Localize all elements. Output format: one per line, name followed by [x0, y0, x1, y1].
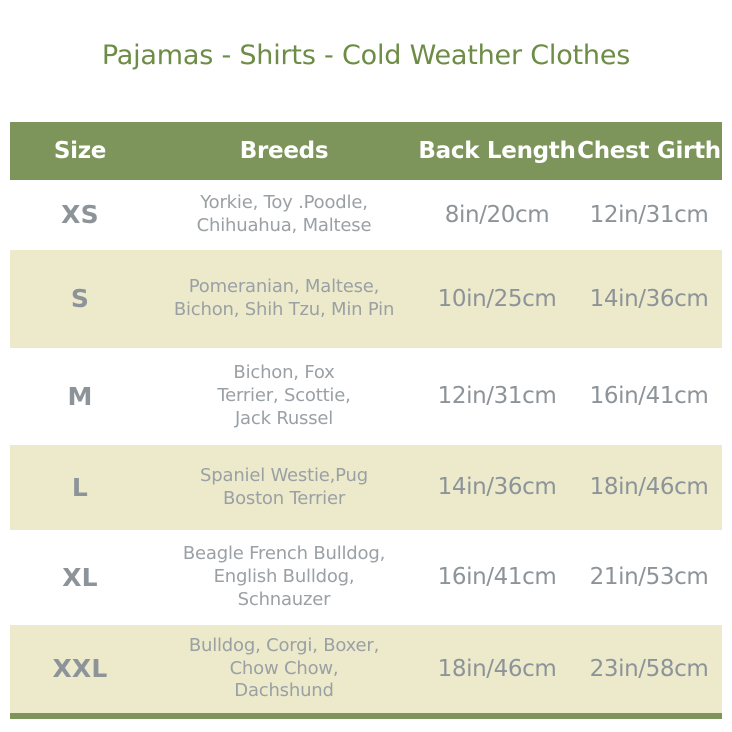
column-header-back-length: Back Length	[418, 138, 576, 164]
cell-breeds: Bichon, Fox Terrier, Scottie, Jack Russe…	[150, 348, 418, 445]
cell-back-length: 8in/20cm	[444, 201, 550, 228]
table-row: XL Beagle French Bulldog, English Bulldo…	[10, 530, 722, 625]
cell-back-length: 18in/46cm	[437, 655, 557, 682]
breed-line: Spaniel Westie,Pug	[200, 464, 368, 486]
column-header-size: Size	[53, 138, 107, 164]
breed-line: Terrier, Scottie,	[217, 385, 351, 407]
breed-line: Bichon, Shih Tzu, Min Pin	[173, 299, 395, 320]
cell-chest-girth: 14in/36cm	[589, 285, 709, 312]
size-chart-table: Size Breeds Back Length Chest Girth XS Y…	[10, 122, 722, 713]
cell-chest-girth: 21in/53cm	[589, 564, 709, 591]
breed-line: Jack Russel	[234, 407, 334, 429]
cell-size: XXL	[52, 654, 108, 684]
table-footer-bar	[10, 713, 722, 719]
page-title: Pajamas - Shirts - Cold Weather Clothes	[101, 40, 631, 71]
table-row: XXL Bulldog, Corgi, Boxer, Chow Chow, Da…	[10, 625, 722, 713]
breed-line: Boston Terrier	[222, 487, 346, 509]
breed-line: Chihuahua, Maltese	[196, 215, 372, 236]
table-row: L Spaniel Westie,Pug Boston Terrier 14in…	[10, 445, 722, 530]
cell-back-length: 10in/25cm	[437, 285, 557, 312]
breed-line: Bichon, Fox	[233, 362, 335, 384]
cell-chest-girth: 12in/31cm	[589, 201, 709, 228]
table-row: S Pomeranian, Maltese, Bichon, Shih Tzu,…	[10, 250, 722, 348]
breed-line: Yorkie, Toy .Poodle,	[200, 192, 368, 214]
breed-line: Bulldog, Corgi, Boxer,	[188, 634, 380, 656]
cell-breeds: Spaniel Westie,Pug Boston Terrier	[150, 445, 418, 530]
table-header-row: Size Breeds Back Length Chest Girth	[10, 122, 722, 180]
breed-line: Schnauzer	[237, 588, 331, 610]
cell-breeds: Bulldog, Corgi, Boxer, Chow Chow, Dachsh…	[150, 625, 418, 713]
cell-size: XL	[62, 562, 98, 592]
cell-back-length: 12in/31cm	[437, 383, 557, 410]
breed-line: Pomeranian, Maltese,	[188, 276, 380, 298]
cell-back-length: 16in/41cm	[437, 564, 557, 591]
column-header-chest-girth: Chest Girth	[577, 138, 721, 164]
cell-breeds: Pomeranian, Maltese, Bichon, Shih Tzu, M…	[150, 250, 418, 348]
breed-line: Beagle French Bulldog,	[182, 543, 386, 565]
cell-size: L	[71, 472, 89, 502]
cell-size: M	[67, 381, 93, 411]
cell-chest-girth: 23in/58cm	[589, 655, 709, 682]
table-row: XS Yorkie, Toy .Poodle, Chihuahua, Malte…	[10, 180, 722, 250]
table-row: M Bichon, Fox Terrier, Scottie, Jack Rus…	[10, 348, 722, 445]
column-header-breeds: Breeds	[239, 138, 329, 164]
cell-chest-girth: 16in/41cm	[589, 383, 709, 410]
breed-line: Chow Chow,	[229, 657, 339, 679]
cell-back-length: 14in/36cm	[437, 474, 557, 501]
cell-breeds: Beagle French Bulldog, English Bulldog, …	[150, 530, 418, 625]
cell-breeds: Yorkie, Toy .Poodle, Chihuahua, Maltese	[150, 180, 418, 250]
breed-line: Dachshund	[234, 680, 334, 702]
cell-chest-girth: 18in/46cm	[589, 474, 709, 501]
cell-size: XS	[61, 200, 99, 230]
breed-line: English Bulldog,	[213, 566, 355, 588]
cell-size: S	[70, 284, 90, 314]
